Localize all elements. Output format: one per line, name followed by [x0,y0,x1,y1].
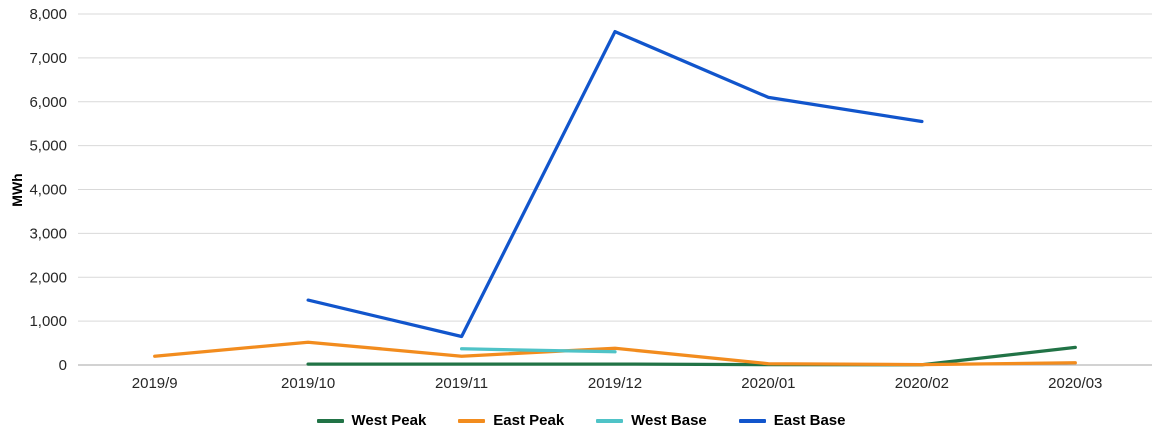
x-tick-label: 2020/03 [1048,375,1102,392]
legend-item-east-base: East Base [738,412,846,429]
x-tick-label: 2019/9 [132,375,178,392]
legend-swatch-east-peak [458,418,486,423]
legend-label-east-base: East Base [773,412,846,429]
y-tick-label: 2,000 [29,269,67,286]
x-tick-label: 2020/01 [741,375,795,392]
legend-item-east-peak: East Peak [458,412,564,429]
y-axis-title: MWh [9,173,25,206]
y-tick-label: 8,000 [29,6,67,23]
legend-item-west-base: West Base [596,412,707,429]
x-tick-label: 2019/10 [281,375,335,392]
y-tick-label: 5,000 [29,138,67,155]
legend: West Peak East Peak West Base East Base [0,412,1162,429]
series-line-east-peak [153,340,1077,367]
legend-label-west-base: West Base [631,412,707,429]
legend-swatch-west-base [596,418,624,423]
legend-item-west-peak: West Peak [316,412,427,429]
x-tick-label: 2019/11 [435,375,488,392]
y-tick-labels-group: 0 1,000 2,000 3,000 4,000 5,000 6,000 7,000 8,00… [29,6,67,374]
series-line-west-peak [306,345,1077,367]
y-tick-label: 1,000 [29,313,67,330]
legend-swatch-west-peak [316,418,344,423]
y-tick-label: 3,000 [29,225,67,242]
series-lines-group [153,29,1077,367]
legend-label-east-peak: East Peak [493,412,565,429]
gridlines-group [78,13,1152,366]
series-line-east-base [306,29,924,339]
legend-label-west-peak: West Peak [351,412,427,429]
series-line-west-base [459,347,617,354]
x-tick-labels-group: 2019/9 2019/10 2019/11 2019/12 2020/01 2020/0… [132,375,1103,392]
y-tick-label: 6,000 [29,94,67,111]
y-tick-label: 7,000 [29,50,67,67]
x-tick-label: 2019/12 [588,375,642,392]
y-tick-label: 0 [59,357,67,374]
legend-swatch-east-base [738,418,766,423]
x-tick-label: 2020/02 [895,375,949,392]
y-tick-label: 4,000 [29,182,67,199]
